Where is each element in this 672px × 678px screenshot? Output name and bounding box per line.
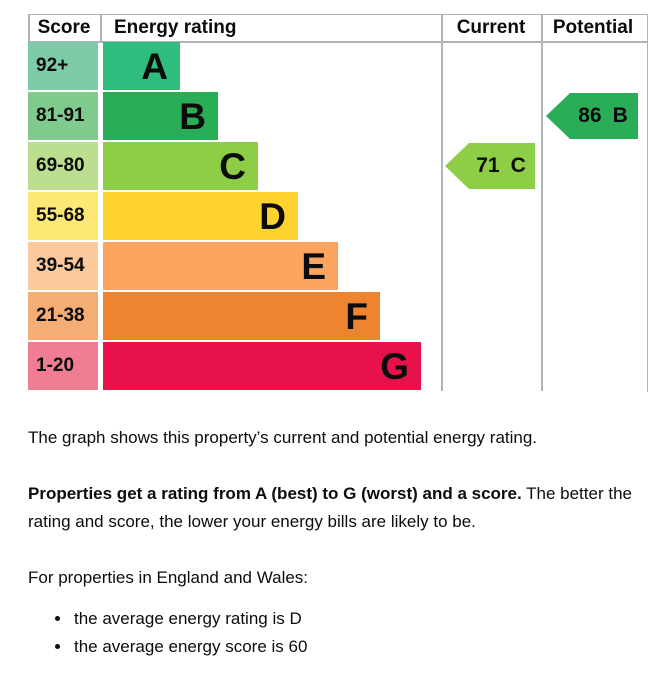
rating-bar-C: C bbox=[103, 142, 258, 190]
rating-bar-G: G bbox=[103, 342, 421, 390]
rating-explainer-text: Properties get a rating from A (best) to… bbox=[28, 480, 650, 536]
score-range-C: 69-80 bbox=[28, 142, 98, 190]
epc-rating-chart: Score Energy rating Current Potential 92… bbox=[28, 14, 648, 392]
rating-bar-A: A bbox=[103, 42, 180, 90]
rating-bar-E: E bbox=[103, 242, 338, 290]
band-letter-A: A bbox=[141, 45, 168, 87]
score-range-F: 21-38 bbox=[28, 292, 98, 340]
header-bottom-border bbox=[28, 41, 647, 43]
epc-description: The graph shows this property’s current … bbox=[28, 424, 650, 660]
potential-rating-arrow: 86 B bbox=[546, 93, 638, 139]
band-letter-E: E bbox=[301, 245, 326, 287]
rating-value: 71 bbox=[476, 154, 500, 177]
band-letter-B: B bbox=[179, 95, 206, 137]
rating-explainer-bold: Properties get a rating from A (best) to… bbox=[28, 484, 522, 503]
current-rating-arrow: 71 C bbox=[445, 143, 535, 189]
current-column-divider bbox=[441, 15, 443, 391]
graph-summary-text: The graph shows this property’s current … bbox=[28, 428, 538, 447]
column-header-potential: Potential bbox=[552, 17, 634, 38]
rating-value: 86 bbox=[578, 104, 602, 127]
column-header-energy-rating: Energy rating bbox=[114, 17, 237, 38]
region-intro-text: For properties in England and Wales: bbox=[28, 568, 309, 587]
score-range-G: 1-20 bbox=[28, 342, 98, 390]
rating-bar-F: F bbox=[103, 292, 380, 340]
score-range-D: 55-68 bbox=[28, 192, 98, 240]
column-header-score: Score bbox=[37, 17, 91, 38]
rating-explainer-rest: The better the rating and score, the low… bbox=[28, 484, 632, 531]
potential-column-divider bbox=[541, 15, 543, 391]
band-letter-C: C bbox=[219, 145, 246, 187]
rating-grade: B bbox=[612, 104, 628, 127]
rating-bar-B: B bbox=[103, 92, 218, 140]
score-range-A: 92+ bbox=[28, 42, 98, 90]
average-stat-item: the average energy rating is D bbox=[72, 605, 650, 633]
score-range-E: 39-54 bbox=[28, 242, 98, 290]
score-range-B: 81-91 bbox=[28, 92, 98, 140]
header-left-border bbox=[28, 15, 30, 41]
average-stat-item: the average energy score is 60 bbox=[72, 633, 650, 661]
column-header-current: Current bbox=[456, 17, 526, 38]
rating-grade: C bbox=[510, 154, 526, 177]
band-letter-D: D bbox=[259, 195, 286, 237]
average-stats-list: the average energy rating is Dthe averag… bbox=[28, 605, 650, 660]
score-column-divider bbox=[100, 15, 102, 41]
band-letter-F: F bbox=[345, 295, 368, 337]
band-letter-G: G bbox=[380, 345, 409, 387]
rating-bar-D: D bbox=[103, 192, 298, 240]
